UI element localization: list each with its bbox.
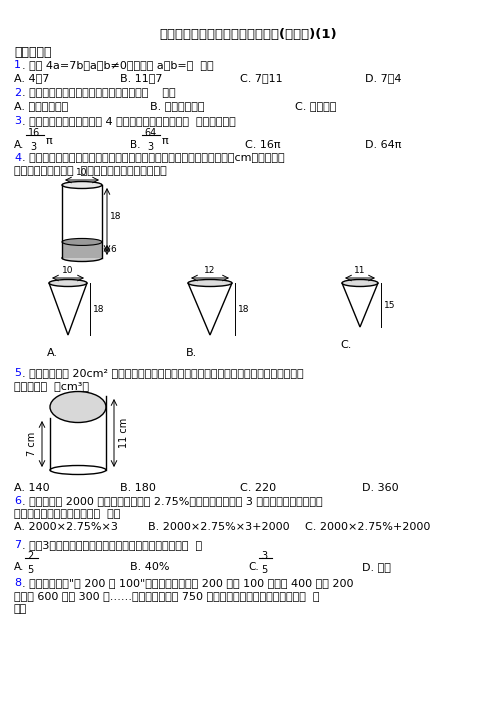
- Text: A. 成正比例关系: A. 成正比例关系: [14, 101, 68, 111]
- Text: . 如果 4a=7b（a、b≠0），那么 a：b=（  ）。: . 如果 4a=7b（a、b≠0），那么 a：b=（ ）。: [22, 60, 214, 70]
- Text: 3: 3: [14, 116, 21, 126]
- Text: D. 64π: D. 64π: [365, 140, 401, 150]
- Bar: [62, 242, 102, 258]
- Ellipse shape: [62, 182, 102, 189]
- Text: 3: 3: [147, 142, 153, 152]
- Text: 8: 8: [14, 578, 21, 588]
- Text: 5: 5: [261, 565, 267, 575]
- Text: 4: 4: [14, 153, 21, 163]
- Text: B. 2000×2.75%×3+2000: B. 2000×2.75%×3+2000: [148, 522, 290, 532]
- Text: 64: 64: [144, 128, 156, 138]
- Ellipse shape: [188, 279, 232, 286]
- Text: 2: 2: [27, 551, 33, 561]
- Text: 5: 5: [14, 368, 21, 378]
- Text: A. 140: A. 140: [14, 483, 50, 493]
- Text: 体容器内的水倒入（  ）圆锥体容器内，正好倒满。: 体容器内的水倒入（ ）圆锥体容器内，正好倒满。: [14, 166, 167, 176]
- Text: . 一个底面积是 20cm² 的圆柱，斜着截去了一段后，剩下的图形如下图。截后剩下的图形: . 一个底面积是 20cm² 的圆柱，斜着截去了一段后，剩下的图形如下图。截后剩…: [22, 368, 304, 378]
- Ellipse shape: [50, 392, 106, 423]
- Text: π: π: [46, 136, 53, 146]
- Text: A. 4：7: A. 4：7: [14, 73, 50, 83]
- Text: 3: 3: [261, 551, 267, 561]
- Text: 新小学六年级数学下期中一模试卷(带答案)(1): 新小学六年级数学下期中一模试卷(带答案)(1): [159, 28, 337, 41]
- Text: . 百货商场举行"满 200 减 100"的促销活动，即满 200 元减 100 元，满 400 元减 200: . 百货商场举行"满 200 减 100"的促销活动，即满 200 元减 100…: [22, 578, 354, 588]
- Text: A. 2000×2.75%×3: A. 2000×2.75%×3: [14, 522, 118, 532]
- Text: C. 2000×2.75%+2000: C. 2000×2.75%+2000: [305, 522, 431, 532]
- Text: 15: 15: [384, 300, 395, 310]
- Text: 元，满 600 元减 300 元……如果买一套原价 750 元的服装，那么实际上相当于打（  ）: 元，满 600 元减 300 元……如果买一套原价 750 元的服装，那么实际上…: [14, 591, 319, 601]
- Text: C.: C.: [248, 562, 259, 572]
- Text: D. 360: D. 360: [362, 483, 399, 493]
- Text: 7 cm: 7 cm: [27, 432, 37, 456]
- Text: 7: 7: [14, 540, 21, 550]
- Text: C. 220: C. 220: [240, 483, 276, 493]
- Text: . 六（3）班有四成的学生是女生，那么男生占全班的（  ）: . 六（3）班有四成的学生是女生，那么男生占全班的（ ）: [22, 540, 202, 550]
- Text: 10: 10: [62, 266, 74, 275]
- Text: 一、选择题: 一、选择题: [14, 46, 52, 59]
- Text: A.: A.: [14, 140, 24, 150]
- Ellipse shape: [49, 279, 87, 286]
- Text: B.: B.: [130, 140, 140, 150]
- Text: 2: 2: [14, 88, 21, 98]
- Text: 5: 5: [27, 565, 33, 575]
- Text: 6: 6: [14, 496, 21, 506]
- Text: 6: 6: [110, 246, 116, 254]
- Text: . 出油率一定，香油的质量和芝麻的质量（    ）。: . 出油率一定，香油的质量和芝麻的质量（ ）。: [22, 88, 176, 98]
- Text: . 圆锥的高与底面直径都是 4 厘米，则圆锥的体积是（  ）立方厘米。: . 圆锥的高与底面直径都是 4 厘米，则圆锥的体积是（ ）立方厘米。: [22, 116, 236, 126]
- Text: 18: 18: [238, 305, 249, 314]
- Text: B. 成反比例关系: B. 成反比例关系: [150, 101, 204, 111]
- Text: . 小军做了一个圆柱体容器和几个圆锥体容器，尺寸如下图所示（单位：cm），将圆柱: . 小军做了一个圆柱体容器和几个圆锥体容器，尺寸如下图所示（单位：cm），将圆柱: [22, 153, 285, 163]
- Text: 取回多少钱，列式正确的是（  ）。: 取回多少钱，列式正确的是（ ）。: [14, 509, 121, 519]
- Text: A.: A.: [14, 562, 24, 572]
- Text: B. 40%: B. 40%: [130, 562, 170, 572]
- Text: 12: 12: [204, 266, 216, 275]
- Ellipse shape: [62, 255, 102, 262]
- Text: D. 7：4: D. 7：4: [365, 73, 401, 83]
- Text: 16: 16: [28, 128, 40, 138]
- Text: 11: 11: [354, 266, 366, 275]
- Text: C. 不成比例: C. 不成比例: [295, 101, 336, 111]
- Text: 的体积是（  ）cm³。: 的体积是（ ）cm³。: [14, 381, 89, 391]
- Text: π: π: [162, 136, 169, 146]
- Text: B. 180: B. 180: [120, 483, 156, 493]
- Text: C.: C.: [340, 340, 351, 350]
- Ellipse shape: [342, 279, 378, 286]
- Ellipse shape: [62, 239, 102, 246]
- Text: 10: 10: [76, 168, 88, 177]
- Text: 18: 18: [93, 305, 105, 314]
- Text: 18: 18: [110, 212, 122, 221]
- Text: D. 五成: D. 五成: [362, 562, 391, 572]
- Text: 1: 1: [14, 60, 21, 70]
- Text: 11 cm: 11 cm: [119, 418, 129, 448]
- Text: B.: B.: [186, 348, 197, 358]
- Text: 折。: 折。: [14, 604, 27, 614]
- Text: A.: A.: [47, 348, 58, 358]
- Text: C. 7：11: C. 7：11: [240, 73, 283, 83]
- Text: 3: 3: [30, 142, 36, 152]
- Text: . 李明准备将 2000 元按岁钱按年利率 2.75%存入银行，存期为 3 年，到期他可以从银行: . 李明准备将 2000 元按岁钱按年利率 2.75%存入银行，存期为 3 年，…: [22, 496, 322, 506]
- Text: B. 11：7: B. 11：7: [120, 73, 163, 83]
- Text: C. 16π: C. 16π: [245, 140, 281, 150]
